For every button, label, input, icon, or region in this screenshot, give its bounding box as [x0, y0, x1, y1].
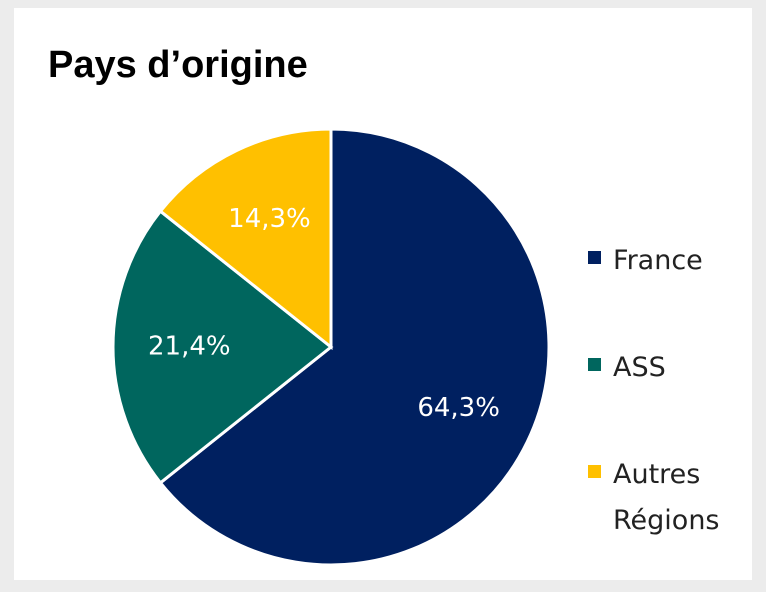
legend-swatch: [588, 251, 601, 264]
pie-slice: [158, 127, 333, 351]
chart-title: Pays d’origine: [48, 44, 308, 86]
legend-swatch: [588, 358, 601, 371]
legend-label: France: [613, 245, 703, 276]
pie-slice: [111, 209, 334, 485]
data-label: 21,4%: [148, 332, 231, 362]
data-label: 64,3%: [417, 393, 500, 423]
legend-swatch: [588, 465, 601, 478]
data-label: 14,3%: [228, 204, 311, 234]
legend-item: ASS: [588, 345, 753, 391]
pie-slice: [158, 127, 551, 567]
legend-label: Autres Régions: [613, 459, 720, 536]
legend-item: France: [588, 238, 753, 284]
legend-item: Autres Régions: [588, 452, 753, 544]
legend-label: ASS: [613, 352, 666, 383]
